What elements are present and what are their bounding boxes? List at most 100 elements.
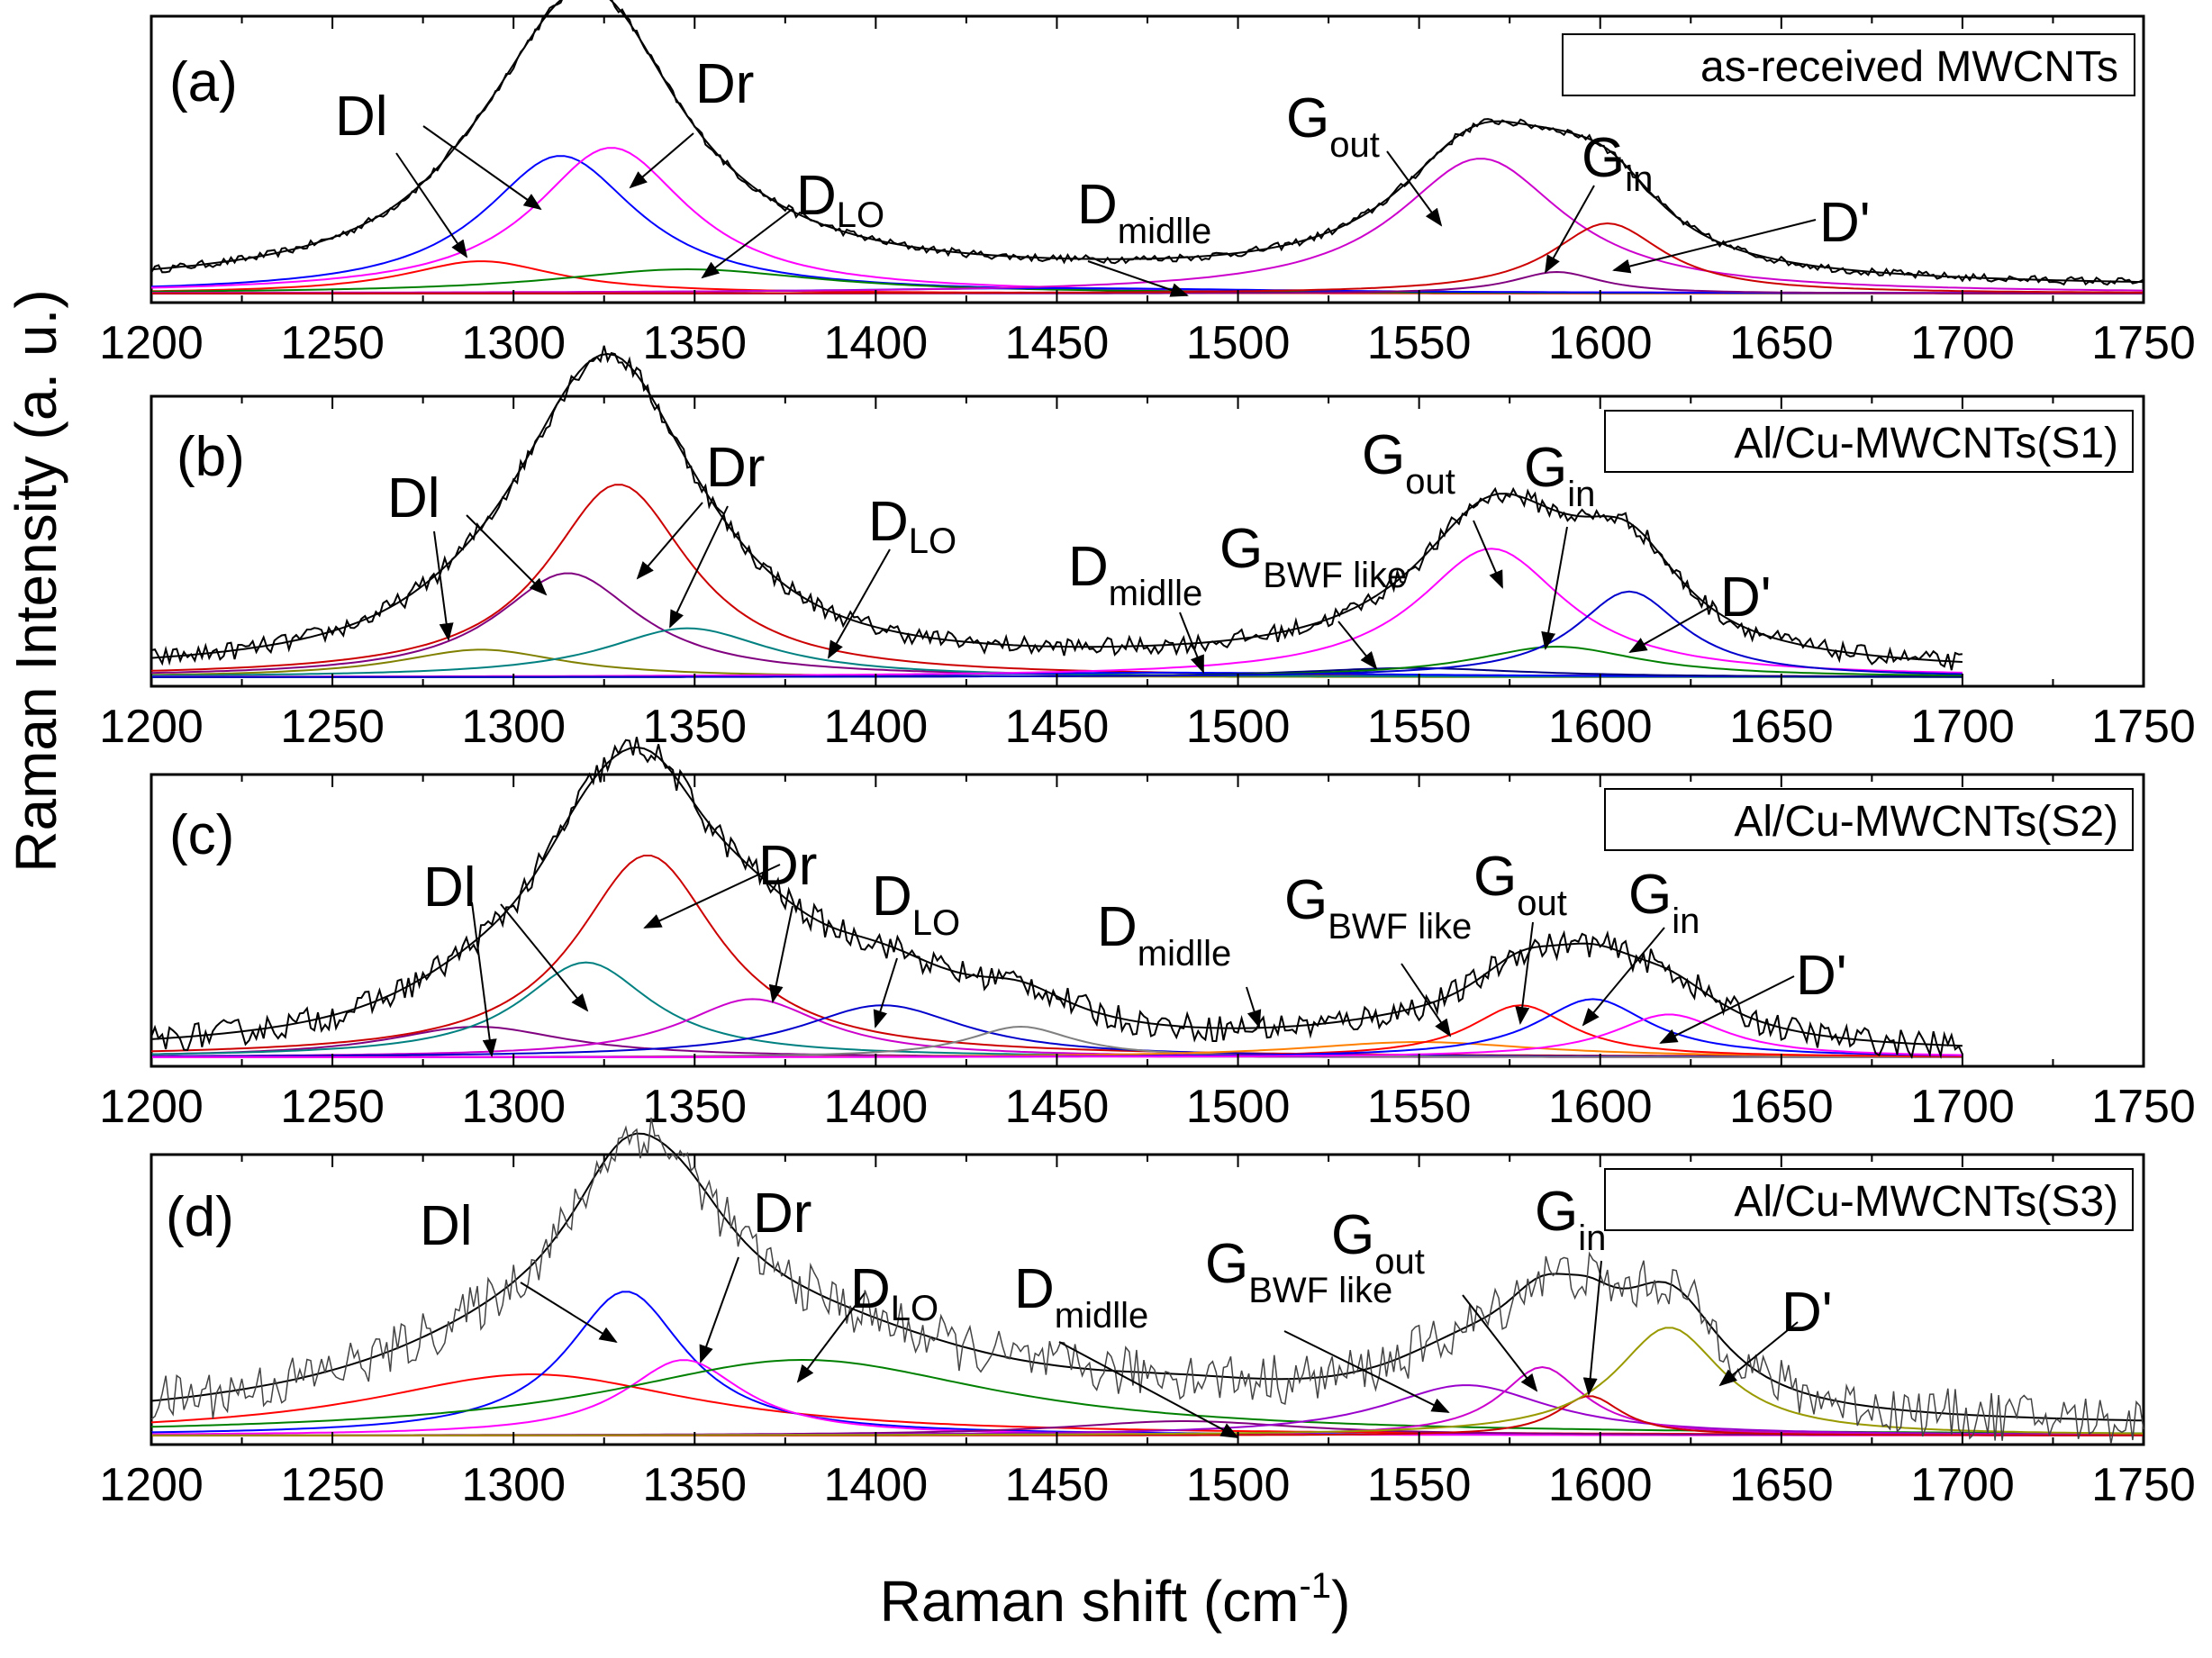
measured-spectrum — [150, 345, 1963, 671]
panel-b-label-dmidlle: Dmidlle — [1068, 536, 1202, 613]
panel-b-arrows — [433, 502, 1714, 674]
panel-c-label-gin-main: G — [1628, 864, 1672, 926]
panel-d-label-dr: Dr — [753, 1182, 811, 1245]
annotation-arrow — [1582, 1260, 1602, 1396]
panel-b: 1200 1250 1300 1350 1400 1450 1500 1550 1600 1650… — [99, 345, 2196, 753]
panel-d: 1200 1250 1300 1350 1400 1450 1500 1550 1600 1650… — [99, 1117, 2196, 1511]
x-tick-label: 1450 — [1005, 701, 1110, 753]
panel-b-label-dr-main: Dr — [706, 437, 765, 499]
component-curve-7 — [151, 222, 2144, 294]
panel-d-components — [150, 1117, 2144, 1445]
panel-d-legend-box — [1604, 1168, 2134, 1231]
x-tick-label: 1600 — [1548, 701, 1653, 753]
panel-a-label-dmidlle-main: D — [1077, 174, 1118, 236]
panel-b-label-dlo-sub: LO — [909, 521, 956, 561]
panel-c-label-dlo: DLO — [872, 865, 960, 943]
panel-d-label-dlo: DLO — [850, 1258, 938, 1328]
panel-b-label-gbwf-main: G — [1219, 518, 1263, 580]
panel-a: 1200 1250 1300 1350 1400 1450 1500 1550 1600 1650… — [99, 0, 2196, 369]
annotation-arrow — [1337, 621, 1378, 670]
panel-c-label-gin: Gin — [1628, 864, 1700, 941]
panel-c-legend-text: Al/Cu-MWCNTs(S2) — [1734, 798, 2118, 846]
annotation-arrow — [433, 530, 454, 641]
panel-b-ticks: 1200 1250 1300 1350 1400 1450 1500 1550 1600 1650… — [99, 396, 2196, 753]
x-tick-label: 1700 — [1910, 1081, 2015, 1133]
panel-d-legend-text: Al/Cu-MWCNTs(S3) — [1734, 1178, 2118, 1226]
panel-a-label-gin-sub: in — [1625, 159, 1653, 199]
x-tick-label: 1350 — [642, 317, 747, 369]
panel-c-label-gbwf-main: G — [1284, 869, 1328, 931]
x-tick-label: 1500 — [1186, 1459, 1291, 1511]
component-curve-6 — [150, 548, 1963, 678]
panel-a-label-gin: Gin — [1582, 127, 1653, 199]
panel-c-label-dprime: D' — [1796, 945, 1847, 1007]
panel-a-label-gout-main: G — [1286, 87, 1329, 149]
annotation-arrow — [828, 548, 891, 659]
panel-d-label-dr-main: Dr — [753, 1182, 811, 1245]
annotation-arrow — [1386, 150, 1443, 227]
x-tick-label: 1550 — [1367, 1459, 1472, 1511]
fit-envelope — [150, 746, 1963, 1047]
panel-c-label-gout-main: G — [1473, 846, 1517, 908]
panel-c-label-dlo-main: D — [872, 865, 912, 928]
panel-c-label-gout-sub: out — [1517, 883, 1567, 923]
x-tick-label: 1600 — [1548, 1081, 1653, 1133]
x-tick-label: 1500 — [1186, 1081, 1291, 1133]
annotation-arrow — [1718, 1321, 1799, 1387]
x-tick-label: 1700 — [1910, 1459, 2015, 1511]
annotation-arrow — [669, 505, 729, 629]
x-tick-label: 1250 — [280, 1459, 385, 1511]
annotation-arrow — [1612, 219, 1817, 274]
panel-b-label-dmidlle-sub: midlle — [1109, 574, 1202, 613]
panel-b-label-gin: Gin — [1524, 437, 1595, 514]
panel-c-label-dlo-sub: LO — [912, 903, 960, 943]
annotation-arrow — [1179, 612, 1204, 674]
annotation-arrow — [1283, 1330, 1450, 1413]
annotation-arrow — [1541, 526, 1568, 650]
panel-d-label-dmidlle: Dmidlle — [1014, 1258, 1148, 1336]
panel-b-label-dprime-main: D' — [1720, 566, 1772, 629]
x-tick-label: 1250 — [280, 317, 385, 369]
annotation-arrow — [1515, 921, 1534, 1025]
annotation-arrow — [1087, 260, 1189, 297]
annotation-arrow — [1582, 927, 1665, 1027]
panel-c-label-dmidlle: Dmidlle — [1097, 896, 1231, 974]
panel-d-label-dl-main: Dl — [420, 1195, 473, 1257]
panel-a-tag: (a) — [169, 51, 238, 113]
panel-a-label-gout-sub: out — [1329, 125, 1380, 165]
panel-b-label-gin-sub: in — [1567, 475, 1595, 514]
panel-d-label-gin: Gin — [1535, 1181, 1606, 1258]
panel-a-components — [150, 0, 2144, 294]
annotation-arrow — [1659, 975, 1795, 1044]
annotation-arrow — [636, 502, 703, 580]
annotation-arrow — [1545, 185, 1595, 274]
annotation-arrow — [768, 905, 793, 1003]
x-tick-label: 1200 — [99, 701, 204, 753]
x-tick-label: 1600 — [1548, 317, 1653, 369]
panel-b-label-dprime: D' — [1720, 566, 1772, 629]
x-tick-label: 1750 — [2091, 1081, 2196, 1133]
annotation-arrow — [1462, 1294, 1538, 1392]
annotation-arrow — [699, 1256, 739, 1364]
x-tick-label: 1300 — [461, 701, 566, 753]
panel-d-label-gbwf-main: G — [1205, 1233, 1248, 1295]
x-tick-label: 1400 — [824, 701, 929, 753]
x-tick-label: 1750 — [2091, 701, 2196, 753]
x-tick-label: 1200 — [99, 1459, 204, 1511]
annotation-arrow — [471, 901, 497, 1057]
x-tick-label: 1500 — [1186, 701, 1291, 753]
annotation-arrow — [395, 152, 468, 258]
x-tick-label: 1300 — [461, 1459, 566, 1511]
panel-b-label-dlo-main: D — [868, 491, 909, 553]
panel-b-label-gin-main: G — [1524, 437, 1567, 499]
annotation-arrow — [1246, 986, 1262, 1028]
panel-d-arrows — [520, 1256, 1799, 1438]
panel-c-label-dl: Dl — [423, 856, 476, 919]
fit-envelope — [150, 1132, 2144, 1422]
panel-b-label-dlo: DLO — [868, 491, 956, 561]
panel-a-label-dmidlle-sub: midlle — [1118, 212, 1211, 251]
panel-a-legend-text: as-received MWCNTs — [1700, 43, 2118, 91]
panel-a-label-dprime-main: D' — [1819, 192, 1871, 254]
panel-d-label-dmidlle-sub: midlle — [1055, 1296, 1148, 1336]
x-tick-label: 1200 — [99, 317, 204, 369]
